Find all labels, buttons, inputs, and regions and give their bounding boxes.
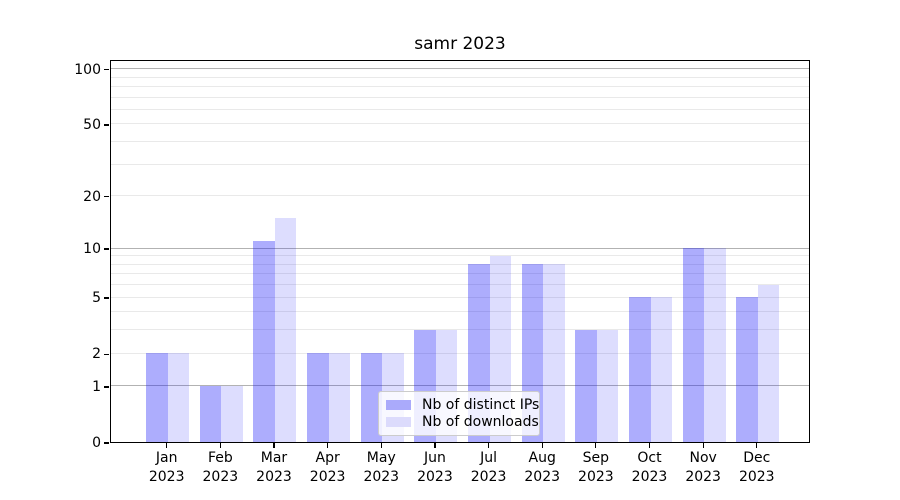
x-tick-mark — [327, 443, 329, 448]
x-tick-label: Feb 2023 — [202, 450, 239, 485]
bar-nb-of-distinct-ips — [199, 385, 222, 442]
x-tick-label: May 2023 — [363, 450, 400, 485]
y-gridline-minor — [111, 296, 809, 298]
bar-nb-of-downloads — [543, 264, 565, 442]
y-gridline-minor — [111, 96, 809, 98]
y-gridline-minor — [111, 195, 809, 197]
x-tick-label: Sep 2023 — [578, 450, 614, 485]
y-tick-mark — [104, 69, 109, 71]
y-tick-mark — [104, 353, 109, 355]
legend-label-downloads: Nb of downloads — [422, 414, 539, 430]
y-gridline-minor — [111, 86, 809, 88]
y-gridline-minor — [111, 352, 809, 354]
y-tick-label: 5 — [92, 290, 101, 307]
bar-nb-of-downloads — [328, 353, 351, 442]
y-tick-label: 10 — [83, 241, 101, 258]
y-gridline-minor — [111, 123, 809, 125]
x-tick-label: Dec 2023 — [738, 450, 775, 485]
y-tick-label: 20 — [83, 188, 101, 205]
x-tick-mark — [541, 443, 543, 448]
bar-nb-of-downloads — [757, 284, 780, 442]
legend: Nb of distinct IPs Nb of downloads — [378, 391, 540, 436]
plot-area: Nb of distinct IPs Nb of downloads — [110, 60, 810, 443]
legend-label-distinct-ips: Nb of distinct IPs — [422, 397, 540, 413]
x-tick-label: Apr 2023 — [309, 450, 346, 485]
x-tick-label: Jan 2023 — [148, 450, 185, 485]
y-gridline-major — [111, 68, 809, 70]
x-tick-mark — [487, 443, 490, 448]
y-tick-label: 100 — [74, 61, 101, 78]
y-gridline-minor — [111, 263, 809, 265]
x-tick-mark — [756, 443, 758, 448]
bar-nb-of-distinct-ips — [253, 241, 275, 442]
x-tick-label: Oct 2023 — [631, 450, 668, 485]
y-tick-mark — [104, 297, 109, 299]
x-tick-mark — [702, 443, 704, 448]
x-tick-label: Jun 2023 — [417, 450, 453, 485]
bar-nb-of-distinct-ips — [736, 297, 758, 442]
x-tick-label: Jul 2023 — [470, 450, 507, 485]
bar-nb-of-downloads — [650, 297, 672, 442]
y-tick-label: 2 — [92, 346, 101, 363]
legend-swatch-distinct-ips — [386, 400, 411, 410]
x-tick-label: Aug 2023 — [524, 450, 561, 485]
x-tick-mark — [648, 443, 651, 448]
y-gridline-minor — [111, 163, 809, 165]
y-gridline-minor — [111, 284, 809, 286]
legend-swatch-downloads — [386, 417, 411, 427]
bar-nb-of-distinct-ips — [146, 353, 168, 442]
y-gridline-minor — [111, 329, 809, 331]
x-tick-label: Nov 2023 — [685, 450, 721, 485]
y-gridline-minor — [111, 255, 809, 257]
y-gridline-major — [111, 247, 809, 249]
x-tick-mark — [219, 443, 221, 448]
x-tick-mark — [595, 443, 597, 448]
bar-nb-of-downloads — [167, 353, 190, 442]
x-tick-mark — [380, 443, 382, 448]
y-tick-mark — [104, 386, 109, 388]
y-tick-mark — [104, 124, 109, 126]
bar-nb-of-downloads — [704, 248, 726, 442]
x-tick-label: Mar 2023 — [256, 450, 292, 485]
y-gridline-minor — [111, 273, 809, 275]
y-gridline-minor — [111, 108, 809, 110]
bar-nb-of-downloads — [596, 329, 619, 442]
chart-title: samr 2023 — [414, 34, 506, 54]
bar-nb-of-distinct-ips — [629, 297, 651, 442]
y-tick-label: 50 — [83, 116, 101, 133]
y-gridline-minor — [111, 76, 809, 78]
bar-nb-of-distinct-ips — [682, 248, 705, 442]
y-tick-mark — [104, 442, 109, 444]
x-tick-mark — [273, 443, 275, 448]
legend-entry-downloads: Nb of downloads — [386, 414, 539, 430]
bar-nb-of-distinct-ips — [575, 329, 597, 442]
y-tick-label: 1 — [92, 378, 101, 395]
legend-entry-distinct-ips: Nb of distinct IPs — [386, 397, 539, 413]
x-tick-mark — [166, 443, 168, 448]
y-gridline-minor — [111, 141, 809, 143]
bar-nb-of-distinct-ips — [307, 353, 329, 442]
y-gridline-major — [111, 385, 809, 387]
y-tick-label: 0 — [92, 435, 101, 451]
y-tick-mark — [104, 248, 109, 250]
x-tick-mark — [434, 443, 436, 448]
y-tick-mark — [104, 196, 109, 198]
y-gridline-minor — [111, 311, 809, 313]
bar-nb-of-downloads — [221, 385, 243, 442]
bar-nb-of-downloads — [274, 217, 297, 442]
bar-nb-of-distinct-ips — [360, 353, 383, 442]
